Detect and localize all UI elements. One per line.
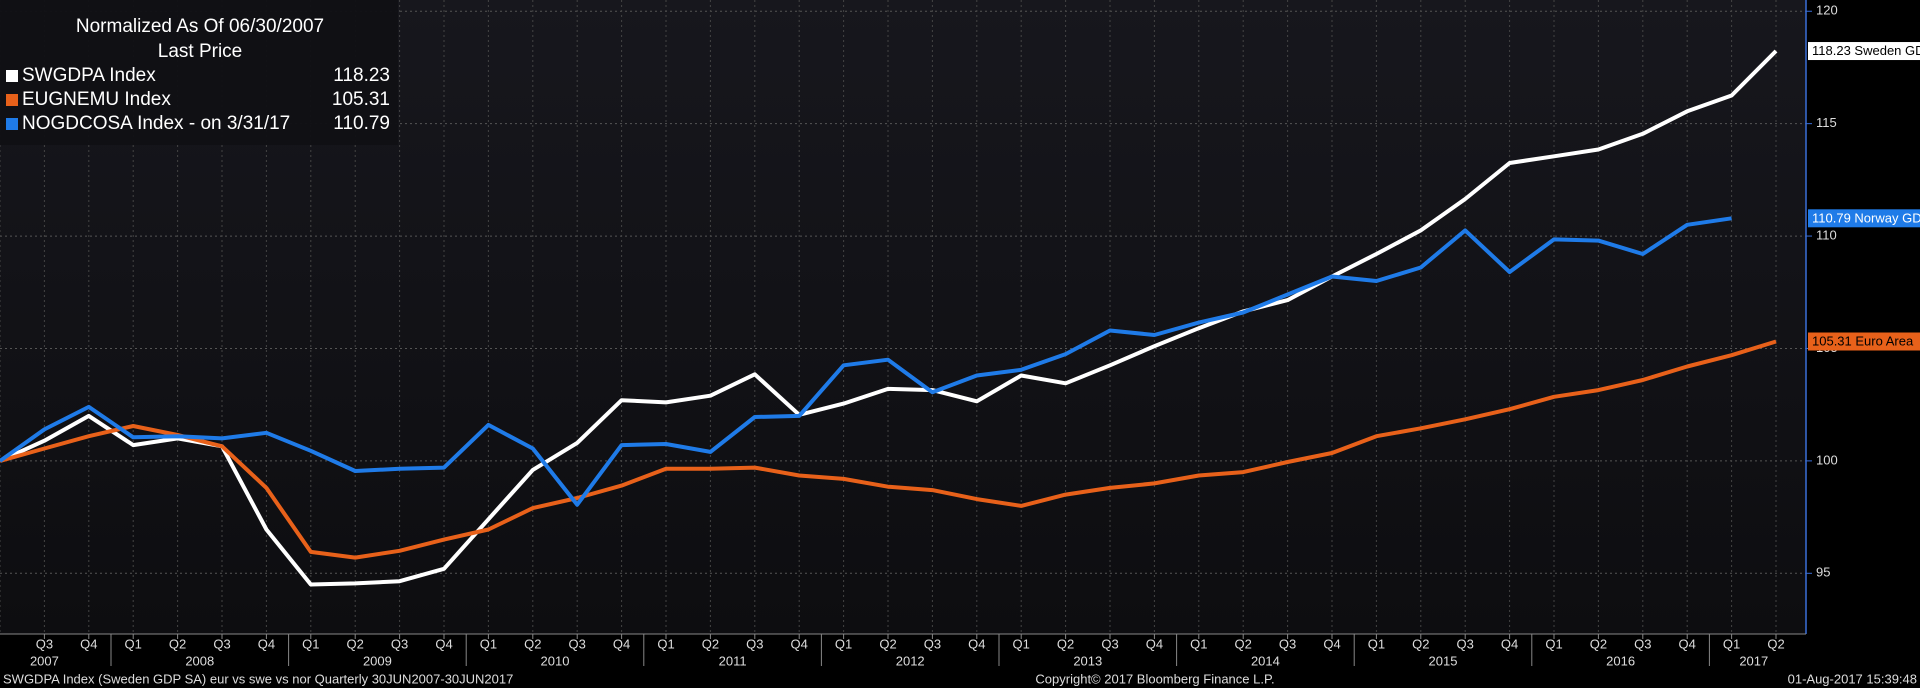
last-value-tag-label: 118.23 Sweden GD: [1812, 43, 1920, 58]
y-tick-label: 115: [1816, 115, 1837, 130]
tag-value: 105.31: [1812, 334, 1852, 349]
year-label: 2007: [30, 653, 59, 668]
legend-label: SWGDPA Index: [22, 65, 156, 86]
x-tick-label: Q3: [569, 636, 586, 651]
x-tick-label: Q3: [213, 636, 230, 651]
x-tick-label: Q4: [435, 636, 452, 651]
year-label: 2012: [896, 653, 925, 668]
x-tick-label: Q1: [657, 636, 674, 651]
year-label: 2015: [1429, 653, 1458, 668]
x-tick-label: Q2: [524, 636, 541, 651]
x-tick-label: Q3: [924, 636, 941, 651]
x-tick-label: Q3: [36, 636, 53, 651]
x-tick-label: Q1: [835, 636, 852, 651]
legend-value: 105.31: [332, 89, 390, 110]
x-tick-label: Q1: [1013, 636, 1030, 651]
year-label: 2010: [541, 653, 570, 668]
legend-title: Normalized As Of 06/30/2007: [76, 16, 324, 37]
x-tick-label: Q2: [1235, 636, 1252, 651]
tag-name: Euro Area: [1855, 334, 1914, 349]
x-tick-label: Q3: [1101, 636, 1118, 651]
legend-value: 110.79: [333, 113, 390, 134]
x-tick-label: Q1: [1723, 636, 1740, 651]
series-line: [0, 49, 1778, 587]
x-tick-label: Q4: [80, 636, 97, 651]
x-tick-label: Q1: [1368, 636, 1385, 651]
x-tick-label: Q4: [968, 636, 985, 651]
footer-right: 01-Aug-2017 15:39:48: [1788, 671, 1917, 686]
year-label: 2014: [1251, 653, 1280, 668]
x-tick-label: Q2: [347, 636, 364, 651]
x-tick-label: Q2: [1767, 636, 1784, 651]
series-line: [0, 339, 1777, 560]
tag-value: 118.23: [1812, 43, 1851, 58]
legend-swatch: [6, 118, 18, 130]
y-tick-label: 95: [1816, 565, 1830, 580]
footer-center: Copyright© 2017 Bloomberg Finance L.P.: [1035, 671, 1274, 686]
last-value-tag-label: 105.31 Euro Area: [1812, 334, 1914, 349]
x-tick-label: Q3: [1457, 636, 1474, 651]
x-tick-label: Q3: [391, 636, 408, 651]
legend-value: 118.23: [333, 65, 390, 86]
x-tick-label: Q1: [125, 636, 142, 651]
tag-value: 110.79: [1812, 211, 1851, 226]
last-value-tag-label: 110.79 Norway GD: [1812, 211, 1920, 226]
x-tick-label: Q2: [1412, 636, 1429, 651]
lines: [0, 49, 1778, 587]
x-tick-label: Q3: [746, 636, 763, 651]
footer-left: SWGDPA Index (Sweden GDP SA) eur vs swe …: [3, 671, 513, 686]
y-tick-label: 100: [1816, 452, 1838, 467]
y-tick-label: 110: [1816, 228, 1837, 243]
x-tick-label: Q4: [1146, 636, 1163, 651]
x-tick-label: Q2: [1590, 636, 1607, 651]
last-value-tag: [1808, 42, 1920, 61]
tag-name: Sweden GD: [1854, 43, 1920, 58]
legend-swatch: [6, 70, 18, 82]
last-value-tag: [1808, 209, 1920, 228]
x-tick-label: Q3: [1634, 636, 1651, 651]
x-tick-label: Q1: [480, 636, 497, 651]
x-tick-label: Q4: [613, 636, 630, 651]
last-value-tag: [1808, 332, 1920, 351]
x-tick-label: Q4: [1679, 636, 1696, 651]
y-tick-label: 120: [1816, 3, 1838, 18]
legend-subtitle: Last Price: [158, 41, 242, 62]
x-tick-label: Q2: [169, 636, 186, 651]
year-label: 2017: [1739, 653, 1768, 668]
x-tick-label: Q1: [1190, 636, 1207, 651]
x-tick-label: Q1: [1545, 636, 1562, 651]
year-label: 2013: [1073, 653, 1102, 668]
x-tick-label: Q3: [1279, 636, 1296, 651]
legend-box: [0, 0, 398, 145]
series-line: [0, 216, 1732, 507]
x-tick-label: Q4: [1501, 636, 1518, 651]
tag-name: Norway GD: [1854, 211, 1920, 226]
year-label: 2008: [185, 653, 214, 668]
x-tick-label: Q4: [258, 636, 275, 651]
x-tick-label: Q2: [1057, 636, 1074, 651]
legend-label: EUGNEMU Index: [22, 89, 171, 110]
legend-label: NOGDCOSA Index - on 3/31/17: [22, 113, 290, 134]
year-label: 2011: [719, 653, 747, 668]
x-tick-label: Q4: [1323, 636, 1340, 651]
year-label: 2016: [1606, 653, 1635, 668]
legend-swatch: [6, 94, 18, 106]
year-label: 2009: [363, 653, 392, 668]
x-tick-label: Q2: [879, 636, 896, 651]
x-tick-label: Q2: [702, 636, 719, 651]
x-tick-label: Q4: [791, 636, 808, 651]
x-tick-label: Q1: [302, 636, 319, 651]
